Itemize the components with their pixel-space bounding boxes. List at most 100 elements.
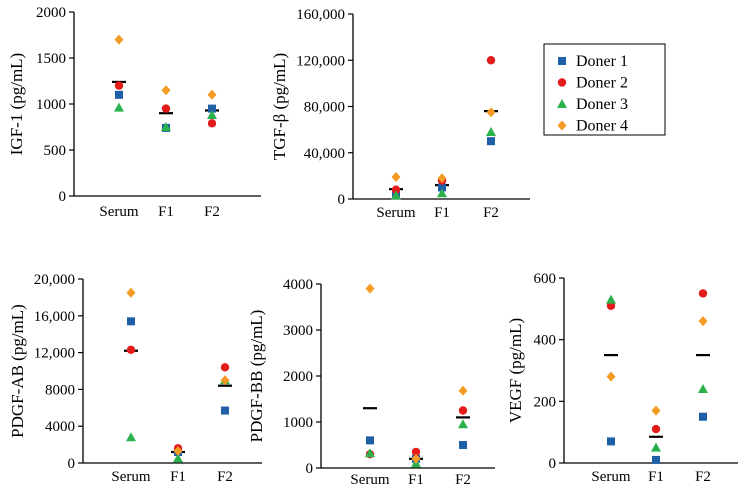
- x-tick-label: Serum: [350, 472, 389, 488]
- y-tick-label: 200: [534, 394, 557, 410]
- y-tick-label: 4000: [45, 419, 75, 435]
- y-tick-label: 400: [534, 333, 557, 349]
- y-tick-label: 0: [338, 192, 346, 208]
- data-point-doner2: [651, 424, 661, 434]
- x-tick-label: F1: [434, 205, 450, 221]
- legend-label: Doner 1: [576, 53, 628, 70]
- data-point-doner3: [486, 126, 496, 136]
- y-tick-label: 2000: [283, 369, 313, 385]
- data-point-doner4: [220, 375, 230, 386]
- x-tick-label: F1: [648, 469, 664, 485]
- x-tick-label: F2: [483, 205, 499, 221]
- y-tick-label: 1500: [36, 51, 66, 67]
- legend-marker-doner1: [558, 57, 566, 65]
- data-point-doner4: [437, 173, 447, 184]
- y-tick-label: 0: [549, 456, 557, 472]
- data-point-doner4: [698, 316, 708, 327]
- data-point-doner1: [115, 90, 123, 99]
- data-point-doner2: [411, 447, 421, 457]
- data-point-doner1: [221, 406, 229, 415]
- data-point-doner3: [651, 442, 661, 452]
- data-point-doner2: [220, 363, 230, 372]
- y-tick-label: 3000: [283, 323, 313, 339]
- data-point-doner4: [391, 172, 401, 183]
- data-point-doner2: [486, 56, 496, 65]
- data-point-doner4: [114, 34, 124, 45]
- x-tick-label: F1: [170, 469, 186, 485]
- data-point-doner3: [161, 122, 171, 131]
- data-point-doner3: [126, 432, 136, 442]
- data-point-doner2: [207, 119, 217, 128]
- data-point-doner3: [391, 190, 401, 200]
- data-point-doner4: [606, 371, 616, 382]
- legend-marker-doner4: [557, 120, 567, 131]
- data-point-doner4: [365, 283, 375, 294]
- data-point-doner2: [126, 345, 136, 355]
- x-tick-label: Serum: [99, 204, 138, 220]
- data-point-doner3: [365, 448, 375, 458]
- legend-label: Doner 4: [576, 118, 628, 135]
- legend-marker-doner3: [557, 99, 567, 108]
- data-point-doner3: [458, 419, 468, 429]
- x-tick-label: F2: [217, 469, 233, 485]
- data-point-doner2: [161, 104, 171, 113]
- y-tick-label: 1000: [36, 97, 66, 113]
- panel-tgfb: 0 40,000 80,000 120,000 160,000 Serum F1 F2 TGF-…: [270, 7, 530, 221]
- data-point-doner4: [411, 453, 421, 464]
- data-point-doner2: [606, 301, 616, 310]
- data-point-doner3: [207, 110, 217, 120]
- data-point-doner4: [173, 446, 183, 457]
- panel-pdgfbb: 0 1000 2000 3000 4000 Serum F1 F2 PDGF-BB (pg/mL…: [247, 277, 495, 488]
- data-point-doner2: [698, 289, 708, 298]
- y-tick-label: 16,000: [34, 309, 75, 325]
- data-point-doner4: [161, 85, 171, 96]
- data-point-doner1: [366, 436, 374, 445]
- legend-label: Doner 3: [576, 96, 628, 113]
- legend-label: Doner 2: [576, 75, 628, 92]
- x-tick-label: Serum: [111, 469, 150, 485]
- data-point-doner1: [699, 412, 707, 421]
- data-point-doner4: [486, 107, 496, 118]
- data-point-doner4: [651, 405, 661, 416]
- x-tick-label: F2: [455, 472, 471, 488]
- y-tick-label: 4000: [283, 277, 313, 293]
- y-tick-label: 160,000: [296, 7, 345, 23]
- y-tick-label: 0: [306, 461, 314, 477]
- x-tick-label: Serum: [591, 469, 630, 485]
- data-point-doner4: [126, 287, 136, 298]
- y-tick-label: 12,000: [34, 346, 75, 362]
- y-tick-label: 0: [68, 456, 76, 472]
- x-tick-label: F2: [204, 204, 220, 220]
- x-tick-label: Serum: [376, 205, 415, 221]
- y-tick-label: 20,000: [34, 272, 75, 288]
- x-tick-label: F1: [408, 472, 424, 488]
- y-tick-label: 1000: [283, 415, 313, 431]
- y-tick-label: 600: [534, 271, 557, 287]
- y-tick-label: 120,000: [296, 53, 345, 69]
- data-point-doner1: [459, 441, 467, 449]
- data-point-doner2: [458, 406, 468, 415]
- panel-pdgfab: 0 4000 8000 12,000 16,000 20,000 Serum F1 F2 PDGF…: [8, 272, 262, 485]
- y-tick-label: 40,000: [304, 146, 345, 162]
- y-tick-label: 0: [59, 189, 67, 205]
- data-point-doner1: [487, 137, 495, 146]
- y-axis-label: TGF-β (pg/mL): [270, 53, 289, 160]
- data-point-doner3: [698, 384, 708, 393]
- y-axis-label: PDGF-BB (pg/mL): [247, 310, 266, 443]
- data-point-doner1: [652, 455, 660, 464]
- x-tick-label: F1: [158, 204, 174, 220]
- data-point-doner1: [208, 104, 216, 113]
- data-point-doner1: [127, 317, 135, 326]
- data-point-doner4: [458, 385, 468, 396]
- legend: Doner 1 Doner 2 Doner 3 Doner 4: [543, 43, 666, 136]
- y-axis-label: VEGF (pg/mL): [506, 318, 525, 423]
- legend-marker-doner2: [557, 78, 567, 87]
- data-point-doner3: [606, 294, 616, 304]
- y-tick-label: 500: [44, 143, 67, 159]
- data-point-doner1: [438, 183, 446, 192]
- data-point-doner2: [114, 81, 124, 90]
- y-tick-label: 2000: [36, 5, 66, 21]
- panel-igf1: 0 500 1000 1500 2000 Serum F1 F2 IGF-1 (pg/mL): [7, 5, 261, 220]
